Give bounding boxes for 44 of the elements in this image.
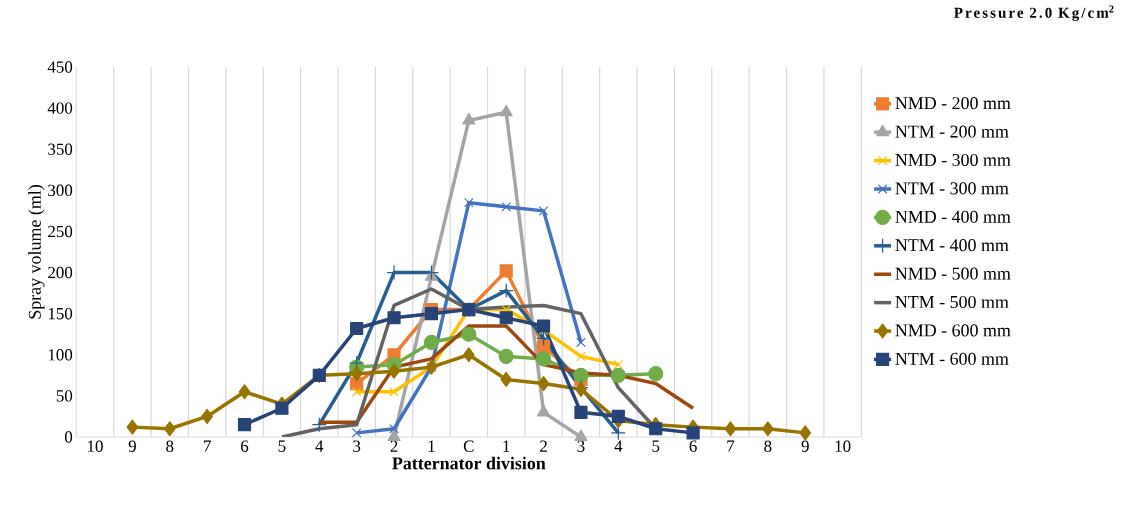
y-tick-label: 100 bbox=[48, 349, 73, 361]
legend-label: NTM - 600 mm bbox=[895, 352, 1009, 365]
x-tick-label: 2 bbox=[390, 440, 398, 452]
legend-label: NMD - 600 mm bbox=[895, 324, 1011, 337]
legend-label: NMD - 400 mm bbox=[895, 210, 1011, 223]
x-tick-label: 4 bbox=[614, 440, 623, 452]
x-tick-label: 1 bbox=[428, 440, 435, 452]
x-tick-label: 6 bbox=[689, 440, 697, 452]
y-tick-label: 50 bbox=[56, 390, 73, 402]
legend-label: NMD - 300 mm bbox=[895, 153, 1011, 166]
x-axis-title: Patternator division bbox=[392, 456, 546, 470]
y-tick-label: 400 bbox=[47, 102, 73, 114]
x-tick-label: 4 bbox=[315, 440, 324, 452]
x-tick-label: 2 bbox=[540, 440, 547, 452]
x-tick-label: 5 bbox=[278, 440, 286, 452]
x-tick-label: 3 bbox=[577, 440, 585, 452]
x-tick-label: 9 bbox=[128, 440, 136, 452]
y-axis-title: Spray volume (ml) bbox=[28, 185, 45, 319]
y-tick-label: 200 bbox=[48, 266, 73, 279]
legend-label: NMD - 200 mm bbox=[895, 97, 1011, 110]
y-tick-label: 250 bbox=[48, 225, 73, 238]
legend-label: NTM - 200 mm bbox=[895, 125, 1009, 138]
y-tick-label: 350 bbox=[48, 143, 73, 155]
legend-label: NTM - 400 mm bbox=[895, 239, 1009, 252]
y-tick-label: 450 bbox=[47, 61, 73, 73]
text: Pressure 2.0 Kg/cm$^{2}$ bbox=[954, 5, 1114, 21]
x-tick-label: 6 bbox=[241, 440, 249, 452]
x-tick-label: C bbox=[463, 440, 474, 452]
x-tick-label: 10 bbox=[835, 440, 851, 452]
x-tick-label: 7 bbox=[204, 440, 211, 452]
x-tick-label: 8 bbox=[764, 440, 772, 452]
x-tick-label: 5 bbox=[652, 440, 660, 452]
y-tick-label: 0 bbox=[64, 431, 73, 443]
y-tick-label: 300 bbox=[48, 184, 73, 197]
x-tick-label: 8 bbox=[166, 440, 174, 452]
x-tick-label: 7 bbox=[727, 440, 735, 452]
y-tick-label: 150 bbox=[48, 307, 73, 320]
x-tick-label: 1 bbox=[503, 440, 510, 452]
legend-label: NMD - 500 mm bbox=[895, 267, 1011, 280]
x-tick-label: 10 bbox=[88, 440, 103, 452]
x-tick-label: 9 bbox=[801, 440, 809, 452]
legend-label: NTM - 300 mm bbox=[895, 182, 1009, 195]
legend-label: NTM - 500 mm bbox=[895, 295, 1009, 309]
x-tick-label: 3 bbox=[353, 440, 361, 452]
